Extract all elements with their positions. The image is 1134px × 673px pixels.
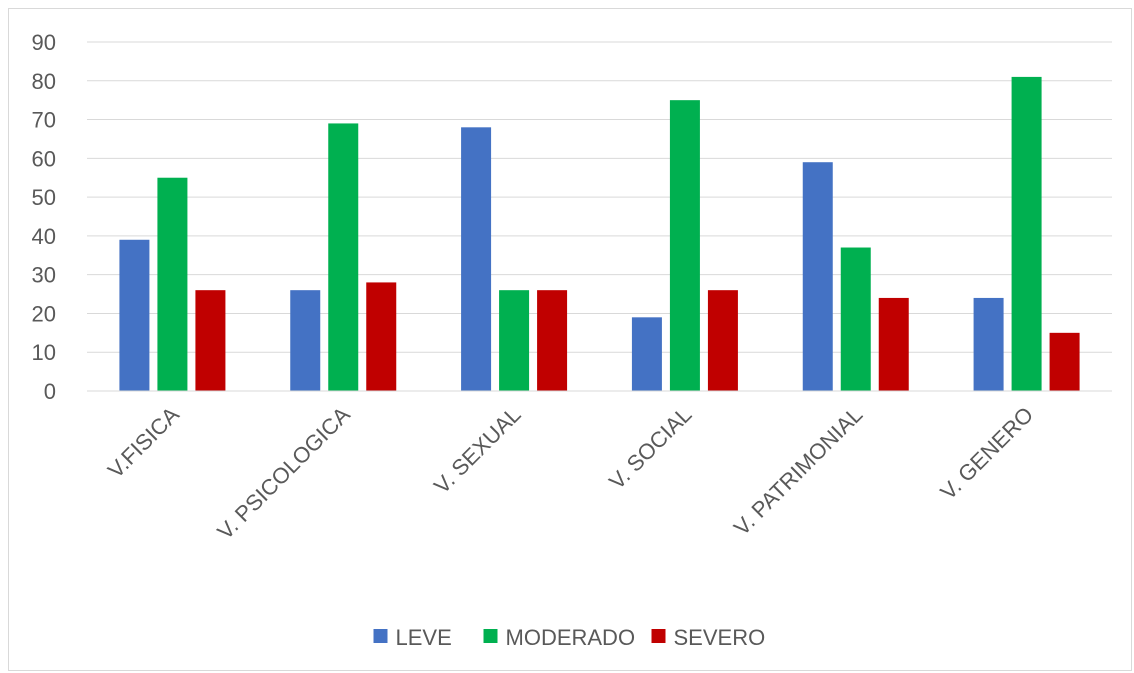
y-tick-label: 90 xyxy=(32,30,56,55)
legend-label-leve: LEVE xyxy=(396,625,452,650)
bar-moderado-3 xyxy=(499,290,530,391)
bar-moderado-6 xyxy=(1011,76,1042,392)
y-tick-label: 20 xyxy=(32,301,56,326)
y-axis-ticks: 0 10 20 30 40 50 60 70 80 90 xyxy=(32,30,56,404)
legend: LEVE MODERADO SEVERO xyxy=(373,625,766,650)
x-category-label: V. SEXUAL xyxy=(429,402,526,499)
legend-label-moderado: MODERADO xyxy=(506,625,636,650)
bar-leve-5 xyxy=(802,162,833,391)
bar-leve-2 xyxy=(290,290,321,391)
legend-swatch-severo xyxy=(651,629,666,643)
bar-leve-6 xyxy=(973,297,1004,391)
bar-severo-6 xyxy=(1049,332,1080,391)
bar-leve-1 xyxy=(119,239,150,391)
legend-swatch-leve xyxy=(373,629,388,643)
bar-leve-4 xyxy=(631,317,662,391)
bar-moderado-1 xyxy=(157,177,188,391)
x-category-label: V. SOCIAL xyxy=(604,402,696,494)
bar-moderado-4 xyxy=(669,100,700,392)
bar-severo-5 xyxy=(878,297,909,391)
bar-leve-3 xyxy=(461,127,492,392)
bar-severo-1 xyxy=(195,290,226,391)
y-tick-label: 50 xyxy=(32,185,56,210)
gridlines xyxy=(87,41,1112,353)
x-category-label: V.FISICA xyxy=(103,402,184,483)
bar-severo-4 xyxy=(707,290,738,391)
y-tick-label: 30 xyxy=(32,263,56,288)
y-tick-label: 0 xyxy=(44,379,56,404)
y-tick-label: 80 xyxy=(32,69,56,94)
y-tick-label: 40 xyxy=(32,224,56,249)
x-axis-labels: V.FISICA V. PSICOLOGICA V. SEXUAL V. SOCIAL… xyxy=(103,402,1038,545)
y-tick-label: 60 xyxy=(32,146,56,171)
y-tick-label: 70 xyxy=(32,108,56,133)
bar-severo-3 xyxy=(537,290,568,391)
legend-swatch-moderado xyxy=(483,629,498,643)
y-tick-label: 10 xyxy=(32,340,56,365)
legend-label-severo: SEVERO xyxy=(674,625,766,650)
x-category-label: V. PATRIMONIAL xyxy=(729,402,867,540)
bar-severo-2 xyxy=(366,282,397,391)
chart-frame xyxy=(8,8,1132,671)
bar-moderado-5 xyxy=(840,247,871,391)
x-category-label: V. GENERO xyxy=(935,402,1038,505)
x-category-label: V. PSICOLOGICA xyxy=(212,402,355,545)
bar-moderado-2 xyxy=(328,123,359,391)
bars xyxy=(119,76,1080,392)
